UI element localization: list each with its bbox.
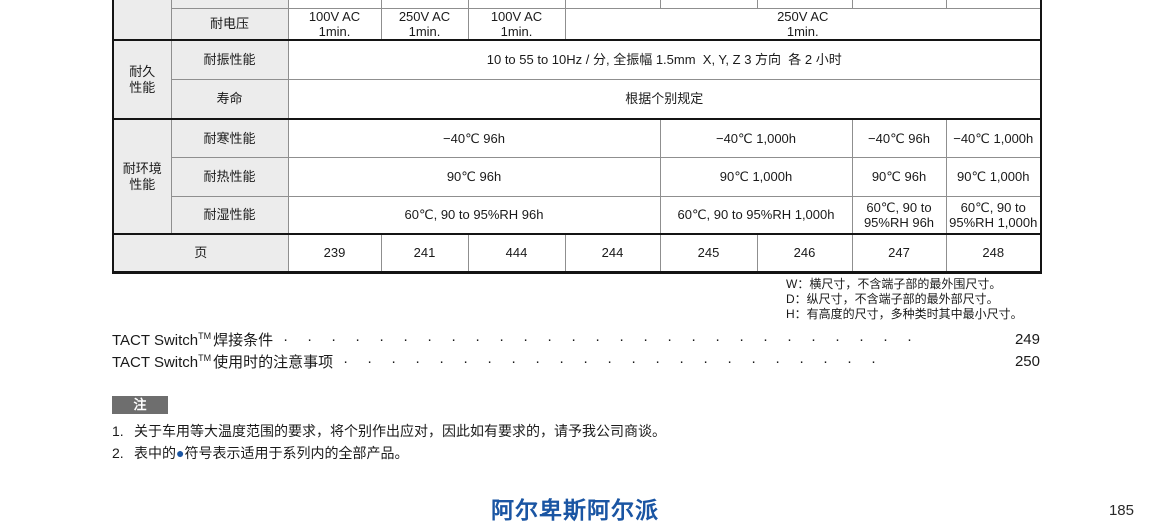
- toc-item-usage-precautions: TACT SwitchTM 使用时的注意事项 ··················…: [112, 350, 1040, 372]
- row-vibration: 耐久 性能 耐振性能 10 to 55 to 10Hz / 分, 全振幅 1.5…: [112, 39, 1042, 121]
- voltage-cell-1: 100V AC 1min.: [287, 7, 382, 42]
- row-pages-label: 页: [112, 233, 289, 273]
- toc-page-number: 249: [1014, 330, 1040, 348]
- page-cell-3: 444: [467, 233, 566, 273]
- toc-dot-leader: ···························: [283, 331, 932, 348]
- toc-page-number: 250: [1014, 352, 1040, 370]
- group-cell-top-partial: [112, 0, 172, 42]
- cut-cell: [851, 0, 947, 9]
- row-voltage: 耐电压 100V AC 1min. 250V AC 1min. 100V AC …: [113, 7, 1042, 42]
- row-heat-label: 耐热性能: [170, 156, 289, 197]
- alps-alpine-logo: 阿尔卑斯阿尔派: [491, 497, 659, 523]
- cut-cell: [564, 0, 661, 9]
- series-bullet-icon: ●: [176, 445, 185, 461]
- note-number: 1.: [112, 423, 124, 439]
- note-text-pre: 表中的: [134, 445, 176, 461]
- cut-cell: [467, 0, 566, 9]
- note-number: 2.: [112, 445, 124, 461]
- tm-superscript: TM: [198, 330, 212, 341]
- cold-cell-2: −40℃ 1,000h: [659, 118, 853, 158]
- voltage-cell-2: 250V AC 1min.: [380, 7, 469, 42]
- life-cell: 根据个别规定: [287, 78, 1042, 121]
- row-life-label: 寿命: [170, 78, 289, 121]
- spec-table: 耐电压 100V AC 1min. 250V AC 1min. 100V AC …: [112, 0, 1042, 274]
- page-cell-7: 247: [851, 233, 947, 273]
- note-text-post: 符号表示适用于系列内的全部产品。: [184, 445, 409, 461]
- toc-dot-leader: ·······················: [343, 353, 896, 370]
- page-cell-2: 241: [380, 233, 469, 273]
- cut-cell: [287, 0, 382, 9]
- page-cell-5: 245: [659, 233, 758, 273]
- cold-cell-3: −40℃ 96h: [851, 118, 947, 158]
- toc-title-text: TACT Switch: [112, 331, 199, 349]
- heat-cell-1: 90℃ 96h: [287, 156, 661, 197]
- vibration-cell: 10 to 55 to 10Hz / 分, 全振幅 1.5mm X, Y, Z …: [287, 39, 1042, 80]
- page-cell-1: 239: [287, 233, 382, 273]
- dimension-note-d: D：纵尺寸，不含端子部的最外部尺寸。: [786, 292, 999, 306]
- humidity-cell-4: 60℃, 90 to 95%RH 1,000h: [945, 195, 1042, 236]
- toc-subject-text: 焊接条件: [213, 331, 274, 349]
- humidity-cell-2: 60℃, 90 to 95%RH 1,000h: [659, 195, 853, 236]
- page-cell-8: 248: [945, 233, 1042, 273]
- toc-item-title: TACT SwitchTM 焊接条件: [112, 329, 273, 350]
- toc-subject-text: 使用时的注意事项: [213, 353, 334, 371]
- cut-cell: [756, 0, 853, 9]
- heat-cell-2: 90℃ 1,000h: [659, 156, 853, 197]
- table-cut-row: [112, 0, 1042, 42]
- page-cell-6: 246: [756, 233, 853, 273]
- row-humidity-label: 耐湿性能: [170, 195, 289, 236]
- page-cell-4: 244: [564, 233, 661, 273]
- note-item-2: 2. 表中的●符号表示适用于系列内的全部产品。: [112, 442, 666, 464]
- toc-item-title: TACT SwitchTM 使用时的注意事项: [112, 351, 333, 372]
- heat-cell-3: 90℃ 96h: [851, 156, 947, 197]
- dimension-note-h: H：有高度的尺寸，多种类时其中最小尺寸。: [786, 307, 1023, 321]
- note-text: 关于车用等大温度范围的要求，将个别作出应对，因此如有要求的，请予我公司商谈。: [134, 423, 666, 439]
- group-cell-environment: 耐环境 性能: [112, 118, 172, 236]
- row-heat: 耐热性能 90℃ 96h 90℃ 1,000h 90℃ 96h 90℃ 1,00…: [113, 156, 1042, 197]
- toc-title-text: TACT Switch: [112, 353, 199, 371]
- row-cold: 耐环境 性能 耐寒性能 −40℃ 96h −40℃ 1,000h −40℃ 96…: [112, 118, 1042, 236]
- heat-cell-4: 90℃ 1,000h: [945, 156, 1042, 197]
- humidity-cell-1: 60℃, 90 to 95%RH 96h: [287, 195, 661, 236]
- row-voltage-label: 耐电压: [170, 7, 289, 42]
- dimension-note-w: W：横尺寸，不含端子部的最外围尺寸。: [786, 277, 1002, 291]
- row-life: 寿命 根据个别规定: [113, 78, 1042, 121]
- cold-cell-4: −40℃ 1,000h: [945, 118, 1042, 158]
- group-cell-durability: 耐久 性能: [112, 39, 172, 121]
- cut-cell: [380, 0, 469, 9]
- cut-label-cell: [170, 0, 289, 9]
- row-cold-label: 耐寒性能: [170, 118, 289, 158]
- row-pages: 页 239 241 444 244 245 246 247 248: [112, 233, 1042, 273]
- cold-cell-1: −40℃ 96h: [287, 118, 661, 158]
- cut-cell: [945, 0, 1042, 9]
- toc: TACT SwitchTM 焊接条件 ······················…: [112, 328, 1040, 372]
- notes-list: 1. 关于车用等大温度范围的要求，将个别作出应对，因此如有要求的，请予我公司商谈…: [112, 420, 666, 464]
- row-humidity: 耐湿性能 60℃, 90 to 95%RH 96h 60℃, 90 to 95%…: [113, 195, 1042, 236]
- note-badge: 注: [112, 396, 168, 414]
- cut-cell: [659, 0, 758, 9]
- humidity-cell-3: 60℃, 90 to 95%RH 96h: [851, 195, 947, 236]
- voltage-cell-4: 250V AC 1min.: [564, 7, 1042, 42]
- note-item-1: 1. 关于车用等大温度范围的要求，将个别作出应对，因此如有要求的，请予我公司商谈…: [112, 420, 666, 442]
- note-text: 表中的●符号表示适用于系列内的全部产品。: [134, 442, 408, 464]
- toc-item-soldering: TACT SwitchTM 焊接条件 ······················…: [112, 328, 1040, 350]
- voltage-cell-3: 100V AC 1min.: [467, 7, 566, 42]
- tm-superscript: TM: [198, 352, 212, 363]
- dimension-notes: W：横尺寸，不含端子部的最外围尺寸。 D：纵尺寸，不含端子部的最外部尺寸。 H：…: [786, 277, 1023, 322]
- row-vibration-label: 耐振性能: [170, 39, 289, 80]
- folio-page-number: 185: [1108, 502, 1134, 519]
